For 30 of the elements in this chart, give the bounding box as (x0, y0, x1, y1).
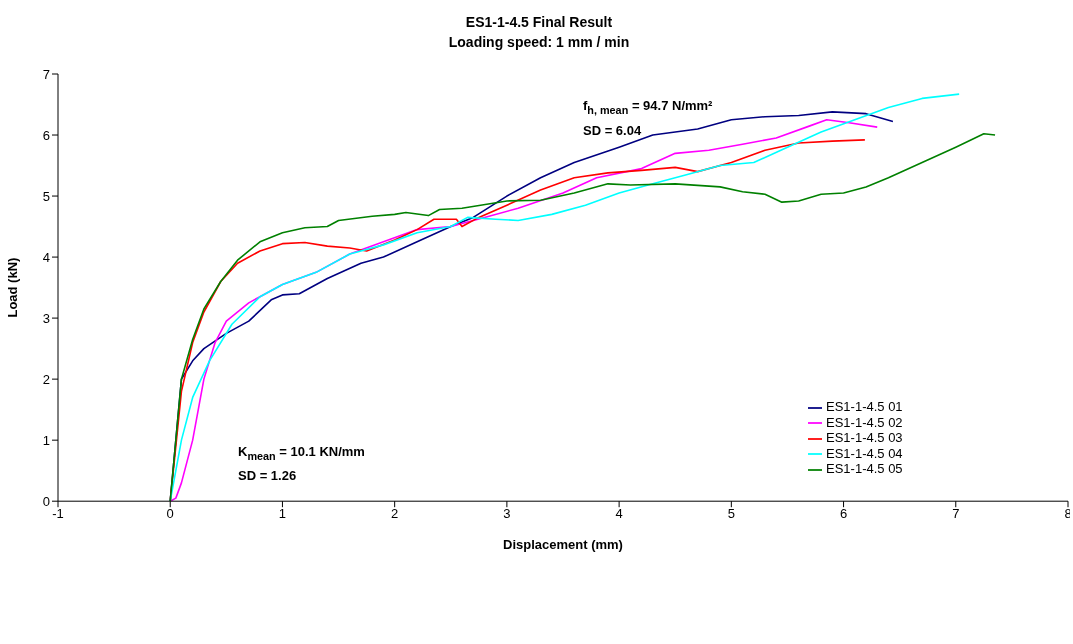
chart-subtitle: Loading speed: 1 mm / min (447, 33, 631, 52)
legend-label: ES1-1-4.5 04 (826, 445, 903, 461)
x-axis-title: Displacement (mm) (503, 537, 623, 553)
x-tick-label: 3 (503, 506, 511, 522)
legend-label: ES1-1-4.5 01 (826, 399, 903, 414)
y-tick-label: 1 (42, 432, 50, 448)
y-axis-title: Load (kN) (4, 257, 20, 318)
x-tick-label: 1 (278, 506, 287, 522)
x-tick-label: -1 (52, 506, 64, 522)
x-tick-label: 2 (391, 506, 399, 522)
y-tick-label: 5 (42, 188, 50, 204)
y-tick-label: 0 (42, 493, 50, 509)
y-tick-label: 2 (42, 371, 50, 387)
annotation: K$_{mean}$ = 10.1 KN/mm (238, 444, 365, 462)
legend-label: ES1-1-4.5 02 (826, 414, 903, 430)
annotation: SD = 1.26 (238, 468, 297, 483)
x-tick-label: 0 (166, 506, 174, 522)
x-tick-label: 5 (727, 506, 735, 522)
x-tick-label: 7 (952, 506, 960, 522)
y-tick-label: 6 (42, 127, 50, 143)
y-tick-label: 7 (42, 66, 50, 82)
chart-title: ES1-1-4.5 Final Result (464, 13, 614, 32)
annotation: SD = 6.04 (583, 123, 642, 138)
annotation: f$_{h, mean}$ = 94.7 N/mm² (583, 98, 713, 116)
x-tick-label: 4 (615, 506, 623, 522)
x-tick-label: 6 (839, 506, 848, 522)
legend-label: ES1-1-4.5 05 (826, 461, 903, 477)
y-tick-label: 3 (42, 310, 50, 326)
legend-label: ES1-1-4.5 03 (826, 430, 903, 446)
y-tick-label: 4 (42, 249, 50, 265)
